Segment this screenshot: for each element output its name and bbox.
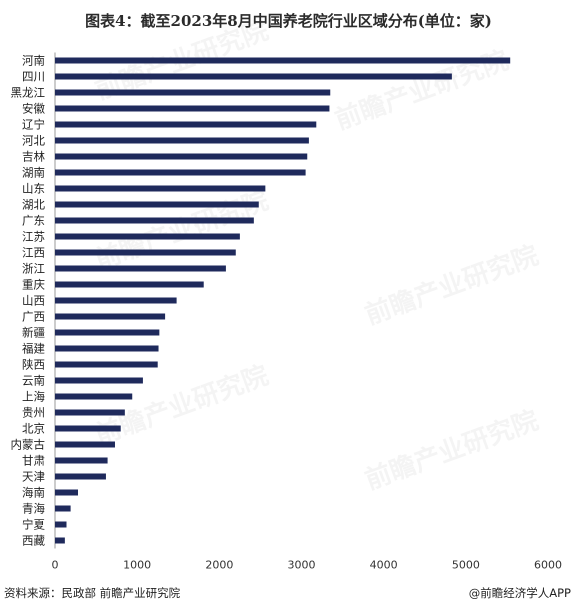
bar xyxy=(55,313,166,320)
bar xyxy=(55,361,158,368)
bar xyxy=(55,473,106,480)
category-label: 山东 xyxy=(22,182,45,196)
category-label: 广西 xyxy=(22,310,45,324)
bar xyxy=(55,425,121,432)
bar xyxy=(55,89,331,96)
category-label: 吉林 xyxy=(22,150,45,164)
bar xyxy=(55,441,115,448)
category-label: 辽宁 xyxy=(22,118,45,132)
bar xyxy=(55,457,108,464)
category-label: 安徽 xyxy=(22,102,45,116)
bar xyxy=(55,105,330,112)
bar xyxy=(55,57,511,64)
bar xyxy=(55,201,259,208)
category-label: 山西 xyxy=(22,294,45,308)
category-label: 云南 xyxy=(22,374,45,388)
bar xyxy=(55,185,266,192)
bar xyxy=(55,249,236,256)
category-label: 黑龙江 xyxy=(11,86,46,100)
category-label: 河北 xyxy=(22,134,45,148)
bar xyxy=(55,73,452,80)
category-label: 浙江 xyxy=(22,262,45,276)
x-tick-label: 3000 xyxy=(288,559,316,572)
bar xyxy=(55,489,79,496)
bar xyxy=(55,265,226,272)
category-label: 江苏 xyxy=(22,230,45,244)
category-label: 贵州 xyxy=(22,406,45,420)
category-label: 甘肃 xyxy=(22,454,45,468)
category-label: 陕西 xyxy=(22,358,45,372)
bar xyxy=(55,345,159,352)
bar xyxy=(55,137,309,144)
category-label: 湖南 xyxy=(22,166,45,180)
category-label: 湖北 xyxy=(22,198,45,212)
category-label: 北京 xyxy=(22,422,45,436)
bar xyxy=(55,409,125,416)
category-label: 宁夏 xyxy=(22,518,45,532)
bar xyxy=(55,377,143,384)
category-label: 重庆 xyxy=(22,278,45,292)
bar xyxy=(55,329,160,336)
bar xyxy=(55,297,177,304)
x-tick-label: 1000 xyxy=(123,559,151,572)
category-label: 上海 xyxy=(22,390,45,404)
category-label: 福建 xyxy=(22,342,45,356)
x-tick-label: 4000 xyxy=(370,559,398,572)
bar xyxy=(55,153,308,160)
category-label: 西藏 xyxy=(22,534,45,548)
category-label: 新疆 xyxy=(22,326,45,340)
bar xyxy=(55,121,317,128)
bar xyxy=(55,521,67,528)
category-label: 江西 xyxy=(22,246,45,260)
source-note: 资料来源：民政部 前瞻产业研究院 xyxy=(4,586,181,600)
category-label: 广东 xyxy=(22,214,45,228)
brand-credit: @前瞻经济学人APP xyxy=(468,586,571,600)
bar xyxy=(55,281,204,288)
x-tick-label: 0 xyxy=(52,559,59,572)
bar xyxy=(55,393,133,400)
category-label: 四川 xyxy=(22,70,45,84)
bar xyxy=(55,217,254,224)
bar xyxy=(55,169,306,176)
x-tick-label: 5000 xyxy=(452,559,480,572)
bar xyxy=(55,537,65,544)
x-tick-label: 2000 xyxy=(205,559,233,572)
category-label: 河南 xyxy=(22,54,45,68)
chart-title: 图表4：截至2023年8月中国养老院行业区域分布(单位：家) xyxy=(85,12,492,30)
bar xyxy=(55,233,240,240)
bar xyxy=(55,505,71,512)
category-label: 内蒙古 xyxy=(11,438,46,452)
category-label: 天津 xyxy=(22,470,45,484)
category-label: 青海 xyxy=(22,502,45,516)
x-tick-label: 6000 xyxy=(534,559,562,572)
category-label: 海南 xyxy=(22,486,45,500)
